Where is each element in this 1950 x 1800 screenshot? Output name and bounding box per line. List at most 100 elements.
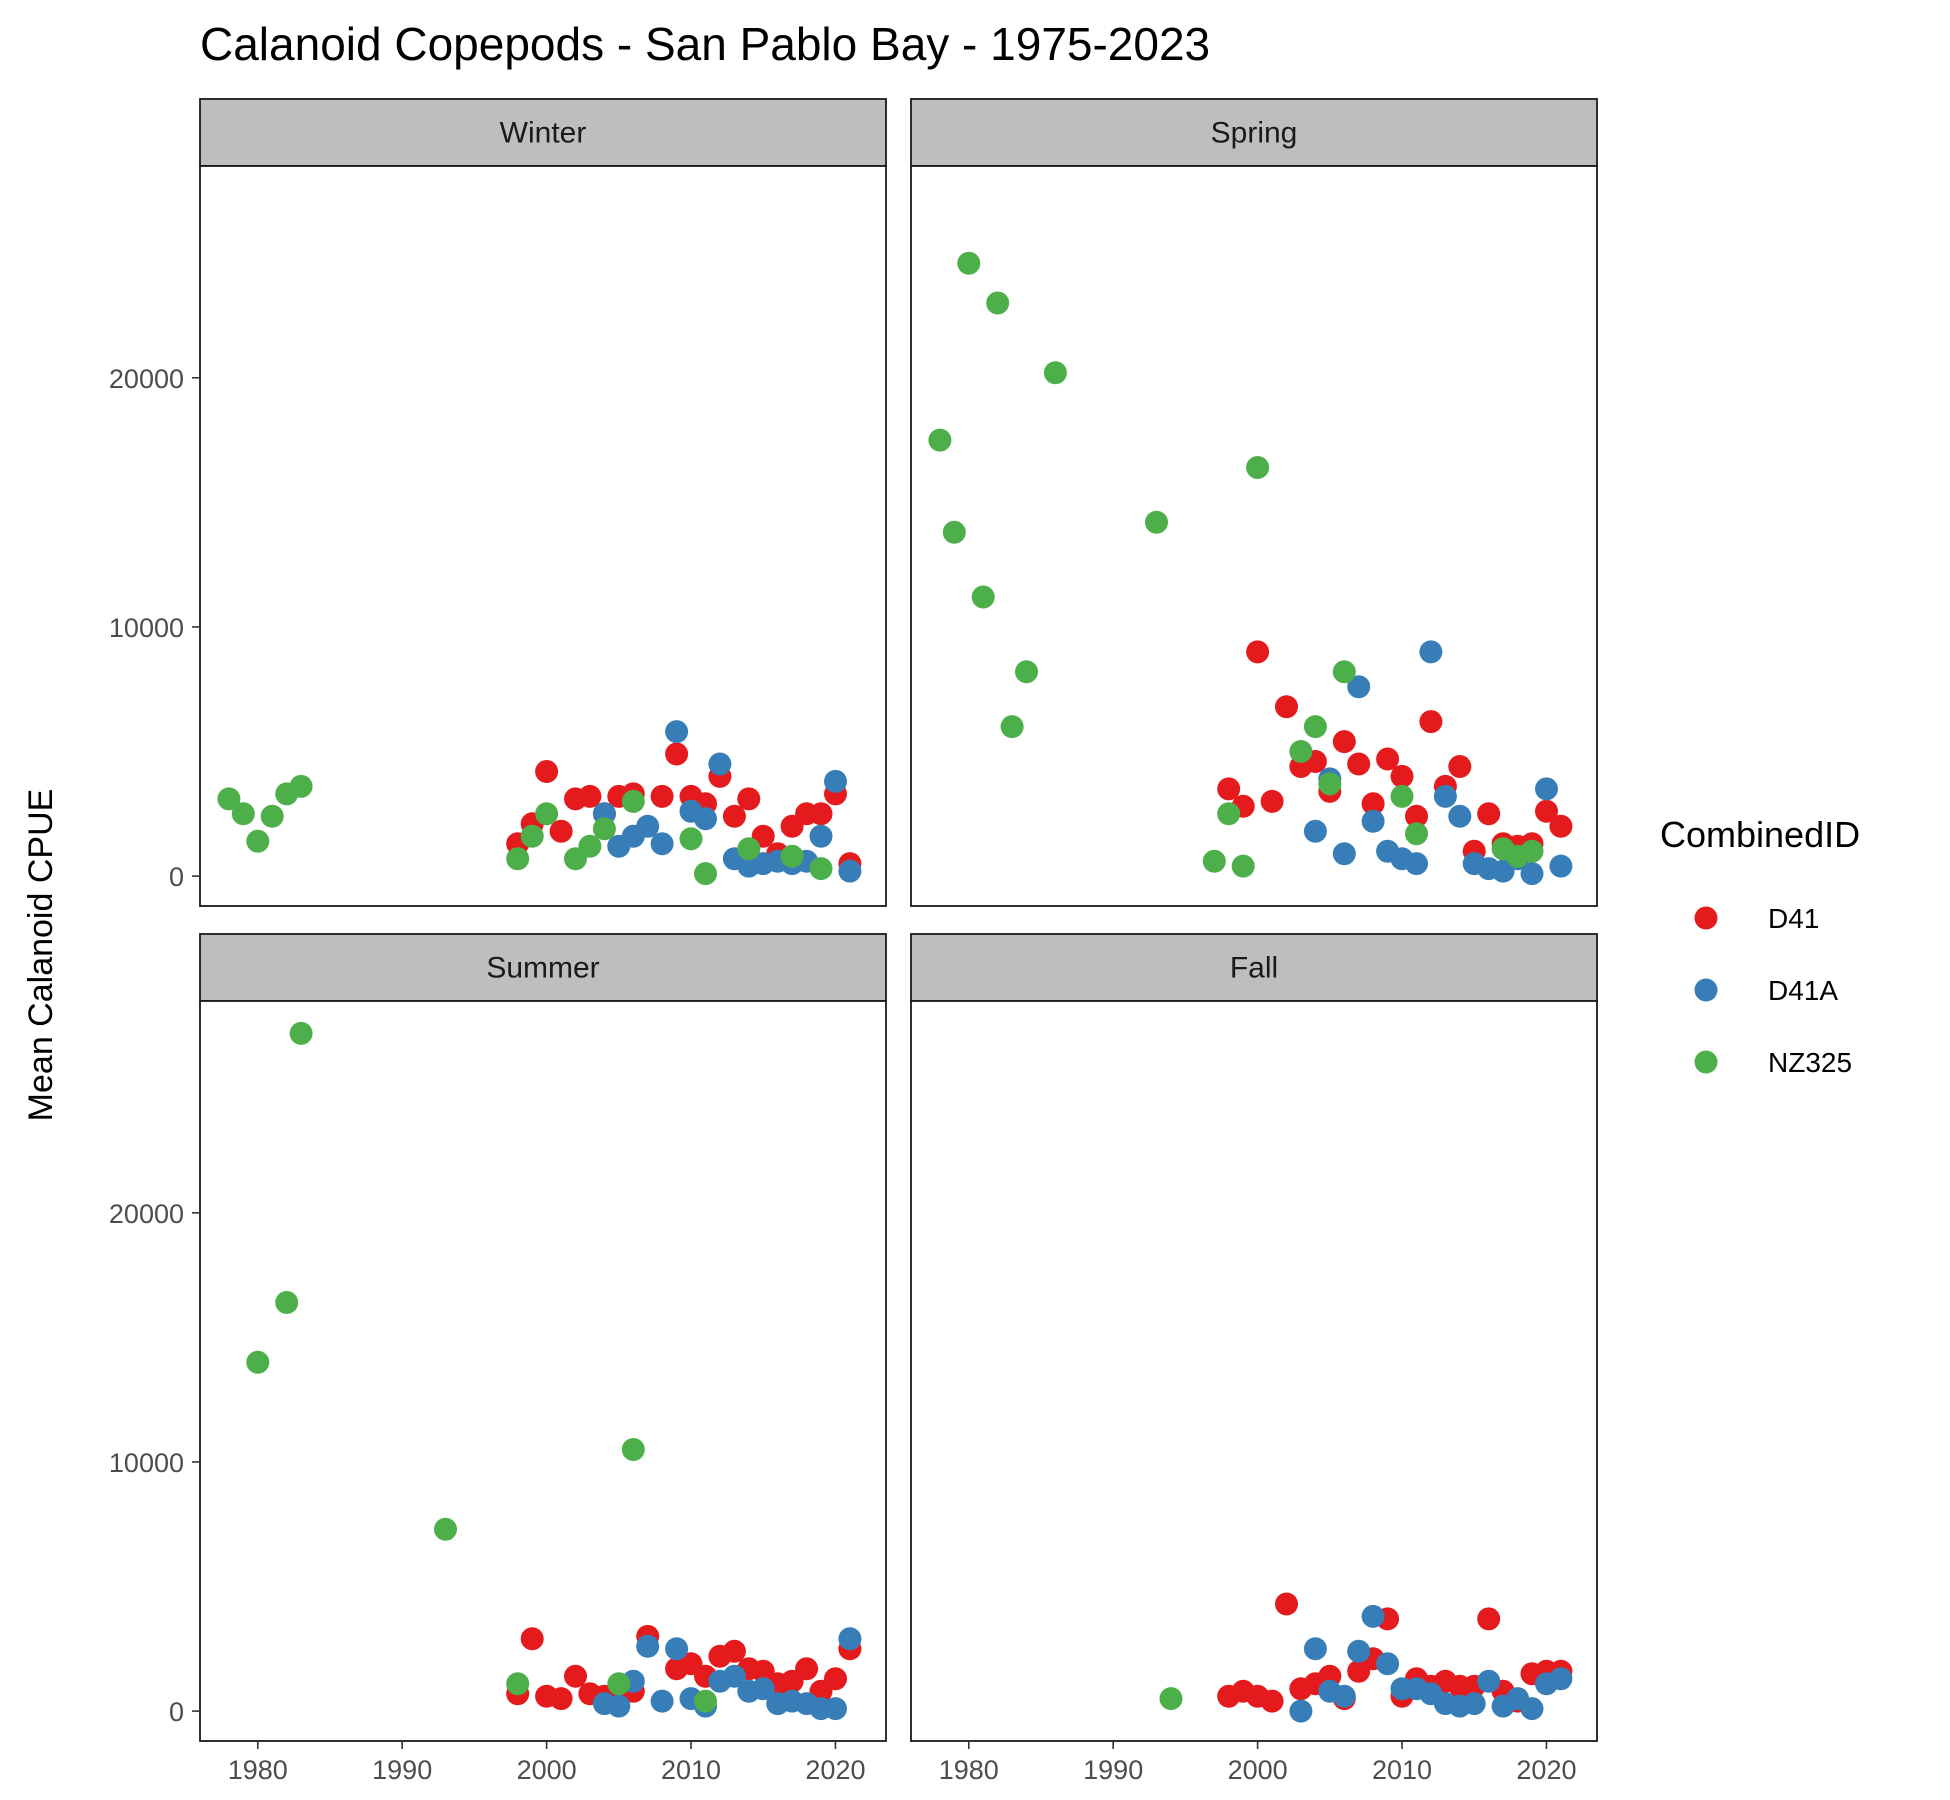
data-point: [795, 1657, 819, 1681]
legend-item-nz325: NZ325: [1694, 1047, 1852, 1078]
data-point: [1419, 710, 1443, 734]
panel-strip-label: Fall: [1230, 952, 1278, 985]
data-point: [722, 804, 746, 828]
data-point: [1332, 842, 1356, 866]
data-point: [1246, 456, 1270, 479]
data-point: [737, 837, 761, 861]
data-point: [751, 1677, 775, 1701]
data-point: [260, 804, 284, 828]
data-point: [824, 769, 847, 793]
legend-label: D41A: [1768, 975, 1838, 1006]
x-tick-label: 2020: [805, 1755, 865, 1785]
x-tick-label: 2020: [1516, 1755, 1576, 1785]
data-point: [1303, 1637, 1327, 1661]
data-point: [520, 824, 544, 848]
data-point: [1318, 772, 1342, 796]
y-tick-label: 0: [169, 862, 184, 892]
legend-key: [1694, 978, 1718, 1002]
data-point: [1303, 819, 1327, 843]
data-point: [231, 802, 255, 826]
data-point: [1390, 764, 1414, 788]
data-point: [809, 857, 833, 881]
data-point: [1217, 777, 1241, 801]
data-point: [1043, 361, 1067, 385]
data-point: [838, 859, 862, 883]
data-point: [535, 802, 559, 826]
data-point: [665, 1637, 689, 1661]
legend-title: CombinedID: [1660, 814, 1860, 855]
data-point: [809, 802, 833, 826]
data-point: [607, 1672, 631, 1696]
data-point: [1376, 1652, 1400, 1676]
data-point: [722, 1639, 746, 1663]
panel-plot-area: [199, 165, 887, 907]
data-point: [520, 1627, 544, 1651]
data-point: [957, 251, 981, 275]
data-point: [1260, 789, 1284, 813]
x-tick-label: 1990: [372, 1755, 432, 1785]
series-nz325: [217, 774, 833, 886]
data-point: [1462, 1692, 1486, 1716]
data-point: [1405, 822, 1428, 846]
data-point: [217, 787, 241, 811]
legend-key: [1694, 1050, 1718, 1074]
series-nz325: [928, 251, 1544, 878]
panel-strip: [199, 933, 887, 1002]
data-point: [1448, 755, 1472, 778]
data-point: [1015, 660, 1038, 684]
data-point: [1448, 804, 1472, 828]
data-point: [1361, 792, 1385, 816]
data-point: [838, 1627, 862, 1651]
data-point: [1303, 715, 1327, 739]
series-nz325: [246, 1021, 717, 1713]
data-point: [607, 1694, 631, 1718]
data-point: [1549, 814, 1573, 838]
legend-item-d41a: D41A: [1694, 975, 1838, 1006]
data-point: [1433, 784, 1457, 808]
x-tick-label: 2000: [517, 1755, 577, 1785]
x-tick-label: 2010: [661, 1755, 721, 1785]
data-point: [708, 752, 732, 776]
data-point: [1289, 740, 1313, 763]
series-d41a: [592, 720, 862, 883]
panel-strip-label: Spring: [1211, 117, 1298, 150]
data-point: [650, 832, 674, 856]
data-point: [1376, 747, 1400, 771]
data-point: [564, 1664, 587, 1688]
panel-strip: [910, 98, 1598, 167]
data-point: [650, 1689, 674, 1713]
panel-summer: Summer: [199, 933, 887, 1742]
panel-strip: [199, 98, 887, 167]
data-point: [1159, 1687, 1183, 1711]
data-point: [1549, 854, 1573, 878]
data-point: [535, 760, 559, 783]
data-point: [289, 774, 313, 798]
legend-label: D41: [1768, 903, 1819, 934]
data-point: [621, 789, 645, 813]
x-tick-label: 1980: [228, 1755, 288, 1785]
data-point: [809, 824, 833, 848]
data-point: [824, 1667, 847, 1691]
data-point: [694, 807, 717, 831]
data-point: [1419, 640, 1443, 664]
data-point: [1535, 777, 1558, 801]
series-d41a: [1289, 1604, 1573, 1723]
data-point: [1217, 802, 1241, 826]
panel-plot-area: [199, 1000, 887, 1742]
y-tick-label: 0: [169, 1697, 184, 1727]
y-tick-label: 10000: [109, 613, 184, 643]
y-tick-label: 20000: [109, 364, 184, 394]
data-point: [694, 862, 717, 886]
data-point: [506, 1672, 530, 1696]
data-point: [1000, 715, 1024, 739]
data-point: [1477, 802, 1501, 826]
data-point: [289, 1021, 313, 1045]
panel-plot-area: [910, 165, 1598, 907]
data-point: [636, 1634, 660, 1658]
data-point: [1289, 1699, 1313, 1723]
data-point: [1405, 804, 1428, 828]
data-point: [1145, 510, 1168, 534]
data-point: [1549, 1667, 1573, 1691]
data-point: [1260, 1689, 1284, 1713]
